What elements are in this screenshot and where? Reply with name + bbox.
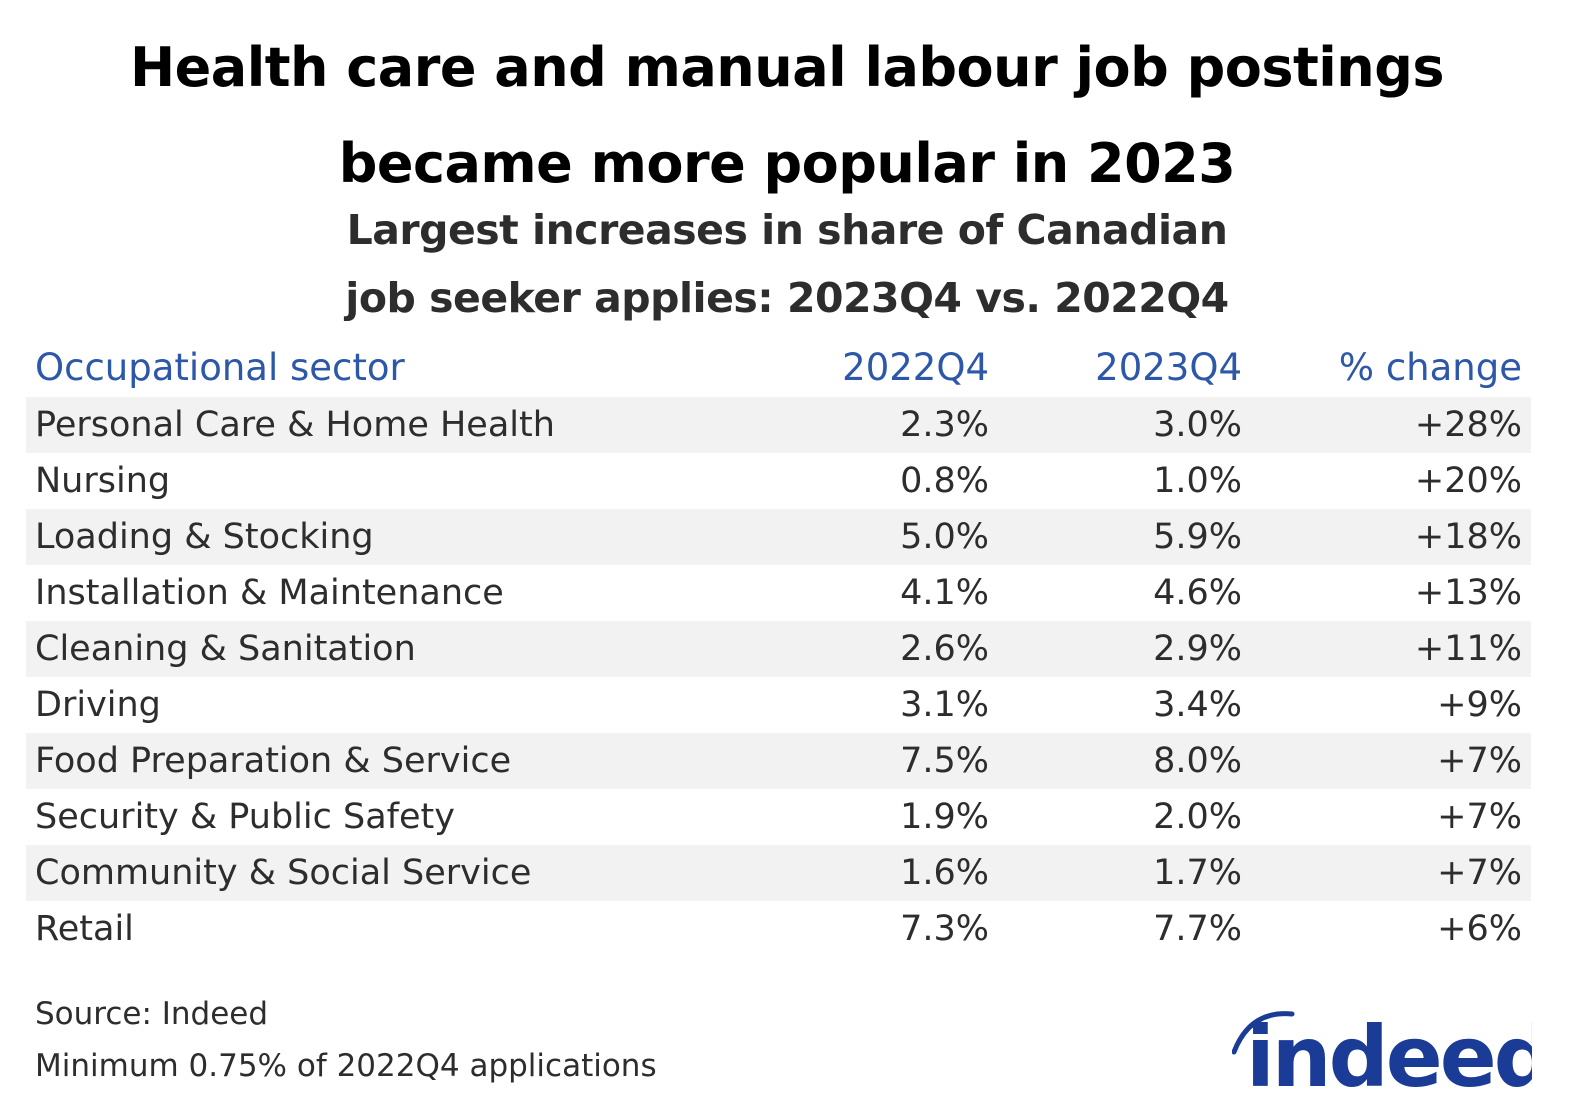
value-2023q4-cell: 4.6% [1153, 573, 1242, 613]
table-row: Food Preparation & Service 7.5% 8.0% +7% [26, 733, 1531, 789]
table-row: Driving 3.1% 3.4% +9% [26, 677, 1531, 733]
value-2023q4-cell: 5.9% [1153, 517, 1242, 557]
change-cell: +7% [1437, 797, 1522, 837]
sector-cell: Security & Public Safety [35, 797, 455, 837]
title-line: Health care and manual labour job postin… [129, 36, 1445, 99]
value-2022q4-cell: 2.3% [900, 405, 989, 445]
sector-cell: Cleaning & Sanitation [35, 629, 416, 669]
value-2022q4-cell: 7.3% [900, 909, 989, 949]
change-cell: +7% [1437, 741, 1522, 781]
change-cell: +11% [1414, 629, 1522, 669]
change-cell: +28% [1414, 405, 1522, 445]
sector-cell: Retail [35, 909, 134, 949]
column-header: 2022Q4 [842, 346, 989, 389]
data-table: Occupational sector 2022Q4 2023Q4 % chan… [26, 340, 1531, 957]
chart-title: Health care and manual labour job postin… [0, 20, 1574, 212]
table-header: Occupational sector 2022Q4 2023Q4 % chan… [26, 340, 1531, 397]
table-row: Security & Public Safety 1.9% 2.0% +7% [26, 789, 1531, 845]
footnote: Minimum 0.75% of 2022Q4 applications [35, 1048, 657, 1084]
subtitle-line: Largest increases in share of Canadian [346, 206, 1228, 254]
svg-text:indeed: indeed [1246, 1008, 1532, 1092]
change-cell: +7% [1437, 853, 1522, 893]
value-2023q4-cell: 8.0% [1153, 741, 1242, 781]
value-2023q4-cell: 2.9% [1153, 629, 1242, 669]
column-header: Occupational sector [35, 346, 405, 389]
sector-cell: Nursing [35, 461, 171, 501]
sector-cell: Community & Social Service [35, 853, 532, 893]
title-line: became more popular in 2023 [338, 132, 1236, 195]
indeed-logo: indeed [1231, 1000, 1554, 1106]
value-2022q4-cell: 3.1% [900, 685, 989, 725]
value-2023q4-cell: 1.0% [1153, 461, 1242, 501]
table-row: Nursing 0.8% 1.0% +20% [26, 453, 1531, 509]
table-row: Personal Care & Home Health 2.3% 3.0% +28% [26, 397, 1531, 453]
value-2023q4-cell: 3.4% [1153, 685, 1242, 725]
table-row: Cleaning & Sanitation 2.6% 2.9% +11% [26, 621, 1531, 677]
table-row: Installation & Maintenance 4.1% 4.6% +13% [26, 565, 1531, 621]
sector-cell: Personal Care & Home Health [35, 405, 555, 445]
column-header: % change [1338, 346, 1522, 389]
value-2022q4-cell: 2.6% [900, 629, 989, 669]
value-2022q4-cell: 1.6% [900, 853, 989, 893]
table-row: Loading & Stocking 5.0% 5.9% +18% [26, 509, 1531, 565]
value-2022q4-cell: 0.8% [900, 461, 989, 501]
change-cell: +18% [1414, 517, 1522, 557]
value-2022q4-cell: 1.9% [900, 797, 989, 837]
value-2022q4-cell: 5.0% [900, 517, 989, 557]
value-2023q4-cell: 1.7% [1153, 853, 1242, 893]
change-cell: +13% [1414, 573, 1522, 613]
value-2023q4-cell: 2.0% [1153, 797, 1242, 837]
table-row: Community & Social Service 1.6% 1.7% +7% [26, 845, 1531, 901]
source-note: Source: Indeed [35, 996, 269, 1032]
sector-cell: Loading & Stocking [35, 517, 374, 557]
sector-cell: Driving [35, 685, 161, 725]
value-2022q4-cell: 4.1% [900, 573, 989, 613]
chart-subtitle: Largest increases in share of Canadian j… [0, 196, 1574, 332]
subtitle-line: job seeker applies: 2023Q4 vs. 2022Q4 [345, 274, 1229, 322]
column-header: 2023Q4 [1095, 346, 1242, 389]
change-cell: +9% [1437, 685, 1522, 725]
change-cell: +6% [1437, 909, 1522, 949]
change-cell: +20% [1414, 461, 1522, 501]
table-row: Retail 7.3% 7.7% +6% [26, 901, 1531, 957]
value-2023q4-cell: 7.7% [1153, 909, 1242, 949]
sector-cell: Installation & Maintenance [35, 573, 504, 613]
value-2022q4-cell: 7.5% [900, 741, 989, 781]
value-2023q4-cell: 3.0% [1153, 405, 1242, 445]
sector-cell: Food Preparation & Service [35, 741, 512, 781]
